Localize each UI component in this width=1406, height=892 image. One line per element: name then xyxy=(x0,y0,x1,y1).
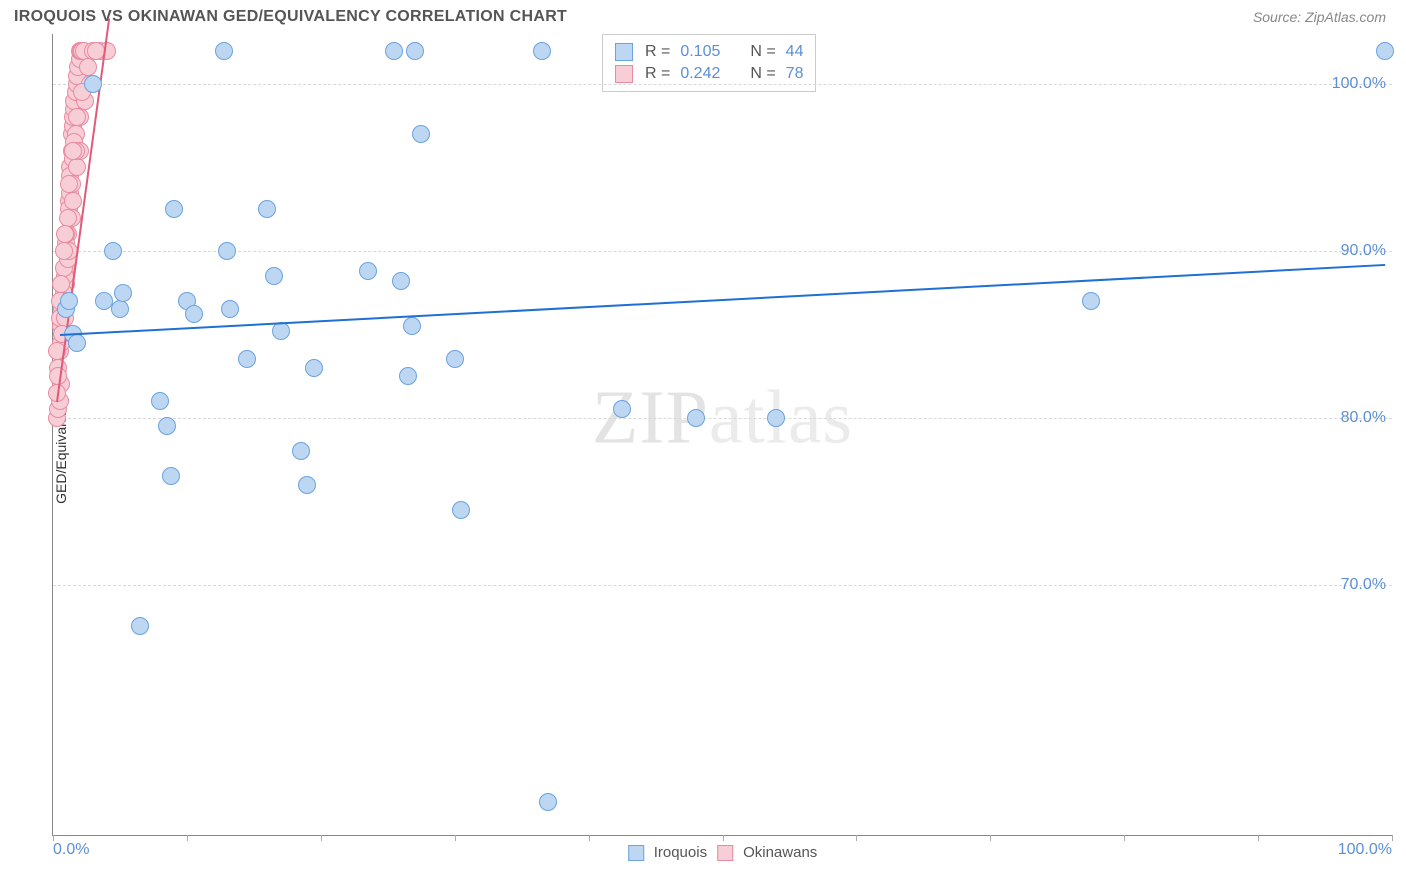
x-tick xyxy=(1124,835,1125,841)
scatter-point-iroquois xyxy=(218,242,236,260)
scatter-point-okinawans xyxy=(60,175,78,193)
y-tick-label: 70.0% xyxy=(1341,576,1386,594)
scatter-point-okinawans xyxy=(79,58,97,76)
scatter-point-iroquois xyxy=(185,305,203,323)
gridline-horizontal xyxy=(53,418,1392,419)
scatter-point-iroquois xyxy=(298,476,316,494)
n-label: N = xyxy=(750,65,775,83)
scatter-point-iroquois xyxy=(412,125,430,143)
scatter-point-iroquois xyxy=(68,334,86,352)
x-tick xyxy=(1392,835,1393,841)
scatter-point-iroquois xyxy=(687,409,705,427)
correlation-row-okinawans: R = 0.242 N = 78 xyxy=(615,63,803,85)
swatch-okinawans xyxy=(615,65,633,83)
r-value-iroquois: 0.105 xyxy=(680,43,728,61)
scatter-point-iroquois xyxy=(767,409,785,427)
chart-container: GED/Equivalency ZIPatlas R = 0.105 N = 4… xyxy=(14,34,1392,864)
scatter-point-iroquois xyxy=(272,322,290,340)
n-value-okinawans: 78 xyxy=(786,65,804,83)
scatter-point-iroquois xyxy=(131,617,149,635)
x-tick xyxy=(1258,835,1259,841)
legend-label-okinawans: Okinawans xyxy=(743,844,817,861)
x-tick xyxy=(589,835,590,841)
scatter-point-iroquois xyxy=(539,793,557,811)
scatter-point-iroquois xyxy=(446,350,464,368)
scatter-point-iroquois xyxy=(84,75,102,93)
scatter-point-iroquois xyxy=(151,392,169,410)
gridline-horizontal xyxy=(53,84,1392,85)
source-attribution: Source: ZipAtlas.com xyxy=(1253,9,1386,25)
n-label: N = xyxy=(750,43,775,61)
x-tick xyxy=(856,835,857,841)
scatter-point-okinawans xyxy=(68,108,86,126)
scatter-point-iroquois xyxy=(613,400,631,418)
scatter-point-iroquois xyxy=(385,42,403,60)
scatter-point-okinawans xyxy=(59,209,77,227)
scatter-point-okinawans xyxy=(52,275,70,293)
scatter-point-iroquois xyxy=(215,42,233,60)
correlation-row-iroquois: R = 0.105 N = 44 xyxy=(615,41,803,63)
scatter-point-okinawans xyxy=(55,242,73,260)
scatter-point-iroquois xyxy=(111,300,129,318)
scatter-point-okinawans xyxy=(68,158,86,176)
scatter-point-iroquois xyxy=(359,262,377,280)
y-tick-label: 80.0% xyxy=(1341,409,1386,427)
legend-swatch-okinawans xyxy=(717,845,733,861)
gridline-horizontal xyxy=(53,585,1392,586)
scatter-point-iroquois xyxy=(258,200,276,218)
scatter-point-iroquois xyxy=(158,417,176,435)
trendline-iroquois xyxy=(60,264,1386,336)
x-tick xyxy=(990,835,991,841)
x-axis-min-label: 0.0% xyxy=(53,841,89,859)
x-tick xyxy=(455,835,456,841)
scatter-point-iroquois xyxy=(104,242,122,260)
scatter-point-iroquois xyxy=(221,300,239,318)
legend-label-iroquois: Iroquois xyxy=(654,844,707,861)
scatter-point-iroquois xyxy=(305,359,323,377)
scatter-point-iroquois xyxy=(1376,42,1394,60)
gridline-horizontal xyxy=(53,251,1392,252)
chart-header: IROQUOIS VS OKINAWAN GED/EQUIVALENCY COR… xyxy=(0,0,1406,30)
x-tick xyxy=(187,835,188,841)
scatter-point-iroquois xyxy=(60,292,78,310)
scatter-point-iroquois xyxy=(165,200,183,218)
scatter-point-iroquois xyxy=(265,267,283,285)
x-tick xyxy=(321,835,322,841)
n-value-iroquois: 44 xyxy=(786,43,804,61)
y-tick-label: 100.0% xyxy=(1332,75,1386,93)
scatter-point-iroquois xyxy=(392,272,410,290)
scatter-point-iroquois xyxy=(1082,292,1100,310)
scatter-point-iroquois xyxy=(403,317,421,335)
scatter-point-iroquois xyxy=(292,442,310,460)
series-legend: Iroquois Okinawans xyxy=(628,844,818,861)
scatter-point-iroquois xyxy=(162,467,180,485)
x-tick xyxy=(723,835,724,841)
plot-area: ZIPatlas R = 0.105 N = 44 R = 0.242 N = … xyxy=(52,34,1392,836)
scatter-point-okinawans xyxy=(64,142,82,160)
scatter-point-okinawans xyxy=(64,192,82,210)
y-tick-label: 90.0% xyxy=(1341,242,1386,260)
scatter-point-iroquois xyxy=(406,42,424,60)
legend-swatch-iroquois xyxy=(628,845,644,861)
scatter-point-iroquois xyxy=(399,367,417,385)
scatter-point-iroquois xyxy=(452,501,470,519)
chart-title: IROQUOIS VS OKINAWAN GED/EQUIVALENCY COR… xyxy=(14,8,567,26)
x-axis-max-label: 100.0% xyxy=(1338,841,1392,859)
r-label: R = xyxy=(645,65,670,83)
r-value-okinawans: 0.242 xyxy=(680,65,728,83)
swatch-iroquois xyxy=(615,43,633,61)
scatter-point-iroquois xyxy=(238,350,256,368)
scatter-point-iroquois xyxy=(533,42,551,60)
x-tick xyxy=(53,835,54,841)
scatter-point-okinawans xyxy=(56,225,74,243)
r-label: R = xyxy=(645,43,670,61)
scatter-point-iroquois xyxy=(114,284,132,302)
